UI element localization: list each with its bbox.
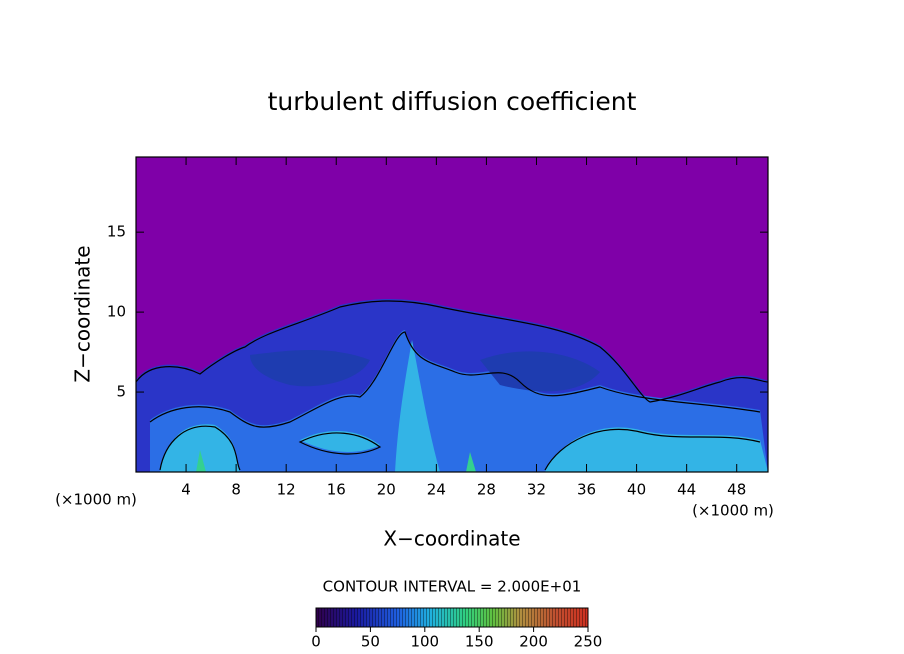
y-tick-label: 15	[107, 223, 126, 241]
x-tick-label: 44	[677, 481, 696, 499]
x-axis-label: X−coordinate	[383, 527, 520, 551]
chart-title: turbulent diffusion coefficient	[268, 87, 637, 116]
x-unit-right: (×1000 m)	[692, 502, 774, 520]
x-tick-label: 24	[427, 481, 446, 499]
colorbar-tick-label: 100	[410, 633, 439, 651]
y-axis-label: Z−coordinate	[71, 245, 95, 382]
x-tick-label: 8	[231, 481, 241, 499]
y-tick-label: 10	[107, 303, 126, 321]
colorbar-tick-label: 250	[574, 633, 603, 651]
x-tick-label: 48	[727, 481, 746, 499]
y-tick-label: 5	[116, 383, 126, 401]
x-tick-label: 28	[477, 481, 496, 499]
x-tick-label: 12	[277, 481, 296, 499]
x-unit-left: (×1000 m)	[55, 491, 137, 509]
x-tick-label: 20	[377, 481, 396, 499]
x-tick-label: 32	[527, 481, 546, 499]
contour-interval: CONTOUR INTERVAL = 2.000E+01	[323, 578, 582, 596]
x-tick-label: 36	[577, 481, 596, 499]
x-tick-label: 4	[181, 481, 191, 499]
colorbar-tick-label: 150	[465, 633, 494, 651]
colorbar-tick-label: 0	[311, 633, 321, 651]
x-tick-label: 16	[327, 481, 346, 499]
colorbar-tick-label: 200	[519, 633, 548, 651]
colorbar-tick-label: 50	[361, 633, 380, 651]
colorbar-frame	[315, 607, 589, 628]
contour-field	[136, 298, 768, 472]
plot-frame	[135, 156, 769, 473]
x-tick-label: 40	[627, 481, 646, 499]
